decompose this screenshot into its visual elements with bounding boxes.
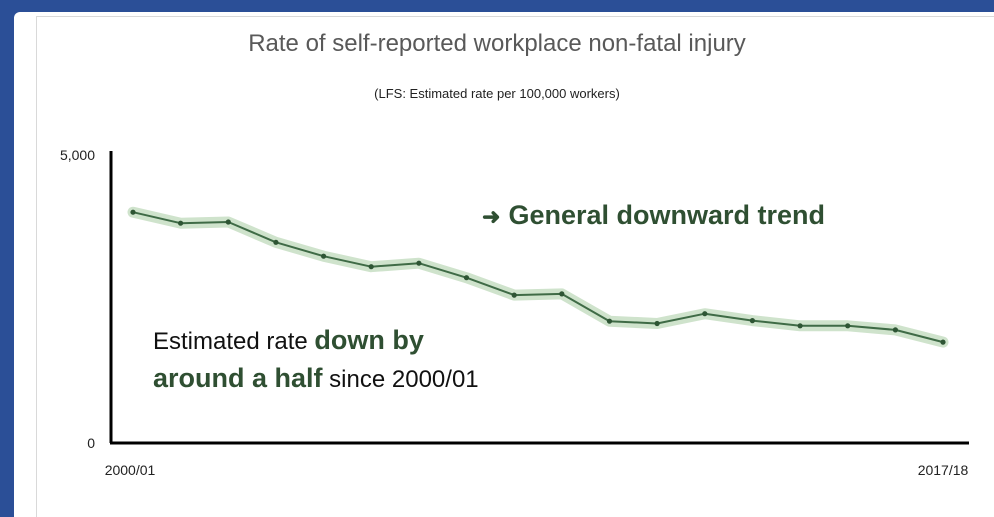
data-point-1 (178, 220, 184, 226)
series-group (127, 206, 949, 348)
x-tick-label-start: 2000/01 (105, 462, 156, 478)
data-point-8 (511, 292, 517, 298)
data-point-5 (368, 264, 374, 270)
data-point-17 (940, 339, 946, 345)
data-point-13 (749, 318, 756, 324)
data-point-2 (225, 219, 231, 225)
arrow-right-icon: ➜ (482, 204, 501, 229)
chart-panel (36, 16, 994, 517)
data-point-3 (273, 239, 279, 245)
y-tick-label-min: 0 (87, 435, 95, 451)
data-point-9 (559, 291, 565, 297)
rate-annotation-part1: Estimated rate (153, 328, 315, 355)
x-tick-label-end: 2017/18 (918, 462, 969, 478)
rate-annotation: Estimated rate down by around a half sinc… (153, 322, 479, 398)
data-point-12 (702, 311, 708, 317)
trend-annotation-text: General downward trend (508, 200, 825, 230)
chart-subtitle: (LFS: Estimated rate per 100,000 workers… (374, 86, 620, 101)
data-point-7 (463, 275, 470, 281)
data-point-0 (130, 209, 136, 215)
trend-annotation: ➜ General downward trend (482, 200, 825, 231)
data-point-10 (606, 318, 613, 324)
data-point-6 (416, 260, 422, 266)
y-tick-label-max: 5,000 (60, 147, 95, 163)
data-point-14 (797, 323, 803, 329)
rate-annotation-part3: around a half (153, 363, 323, 393)
data-point-15 (845, 323, 851, 329)
chart-title: Rate of self-reported workplace non-fata… (248, 30, 746, 57)
chart-frame (14, 12, 994, 517)
rate-annotation-part4: since 2000/01 (322, 366, 479, 393)
data-point-11 (654, 320, 660, 327)
rate-annotation-part2: down by (314, 325, 424, 355)
series-line (132, 211, 944, 344)
data-point-4 (321, 253, 327, 259)
data-point-16 (892, 327, 899, 333)
